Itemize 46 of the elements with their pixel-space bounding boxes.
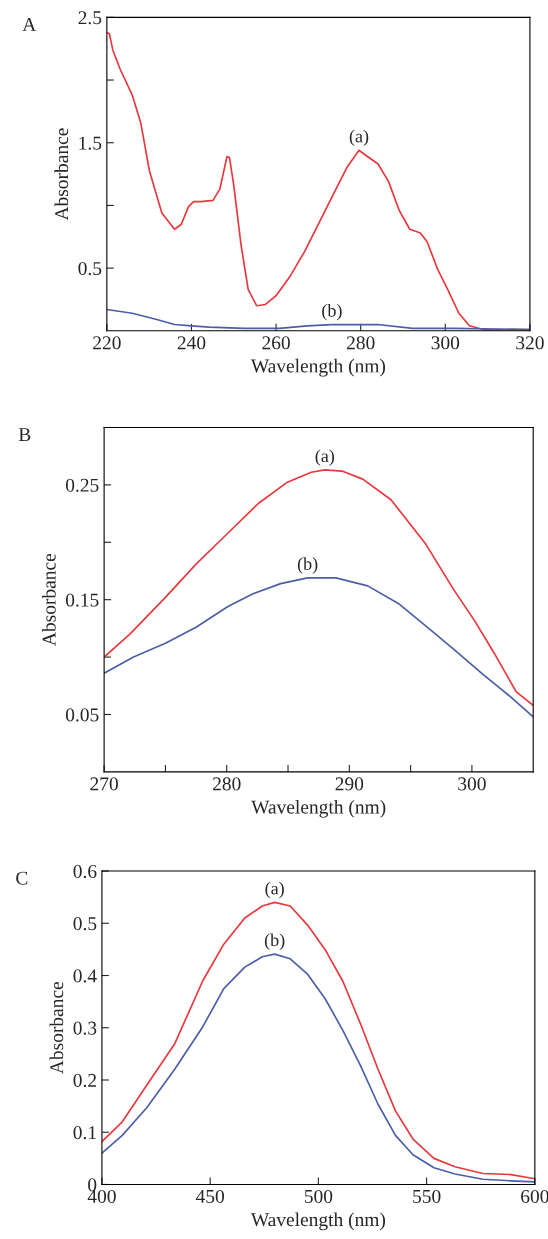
y-tick-label: 0.3	[73, 1021, 97, 1035]
y-tick-label: 0.15	[65, 593, 99, 607]
x-tick-label: 450	[195, 1189, 224, 1204]
series-label: (b)	[322, 304, 342, 321]
x-axis-title: Wavelength (nm)	[250, 358, 386, 377]
x-tick-label: 260	[262, 336, 290, 350]
x-axis-title: Wavelength (nm)	[251, 799, 386, 818]
y-tick-label: 0.4	[73, 969, 97, 983]
line-series	[104, 469, 534, 707]
series-label: (a)	[349, 129, 369, 147]
series-label: (b)	[264, 933, 285, 950]
y-tick-label: 1.5	[79, 136, 102, 150]
series-label: (b)	[297, 557, 318, 574]
chart-title: A	[22, 18, 37, 31]
series-label: (a)	[315, 449, 335, 466]
x-tick-label: 600	[521, 1189, 548, 1204]
y-tick-label: 0.5	[78, 261, 102, 276]
y-tick-label: 2.5	[78, 11, 102, 25]
y-axis-title: Absorbance	[54, 128, 69, 221]
x-tick-label: 290	[335, 777, 364, 791]
chart-title: C	[16, 871, 28, 885]
y-axis-title: Absorbance	[49, 981, 64, 1074]
line-series	[104, 577, 534, 718]
x-tick-label: 280	[212, 777, 241, 791]
x-tick-label: 550	[413, 1189, 441, 1204]
x-tick-label: 240	[177, 336, 206, 350]
y-tick-label: 0.25	[65, 478, 99, 492]
y-tick-label: 0.6	[73, 864, 97, 879]
x-tick-label: 500	[304, 1189, 333, 1204]
x-tick-label: 400	[87, 1189, 116, 1204]
y-tick-label: 0.05	[65, 708, 99, 722]
x-tick-label: 320	[516, 336, 544, 350]
x-tick-label: 220	[93, 336, 121, 350]
y-tick-label: 0.1	[73, 1126, 96, 1140]
y-tick-label: 0	[88, 1178, 97, 1192]
x-tick-label: 300	[431, 336, 460, 350]
x-tick-label: 280	[346, 336, 375, 350]
series-label: (a)	[265, 881, 284, 899]
x-axis-title: Wavelength (nm)	[250, 1212, 386, 1231]
x-tick-label: 270	[90, 777, 118, 791]
chart-title: B	[18, 428, 31, 442]
line-series	[101, 901, 535, 1180]
y-tick-label: 0.2	[73, 1073, 96, 1088]
x-tick-label: 300	[458, 777, 486, 791]
y-axis-title: Absorbance	[42, 553, 56, 646]
y-tick-label: 0.5	[73, 917, 97, 931]
